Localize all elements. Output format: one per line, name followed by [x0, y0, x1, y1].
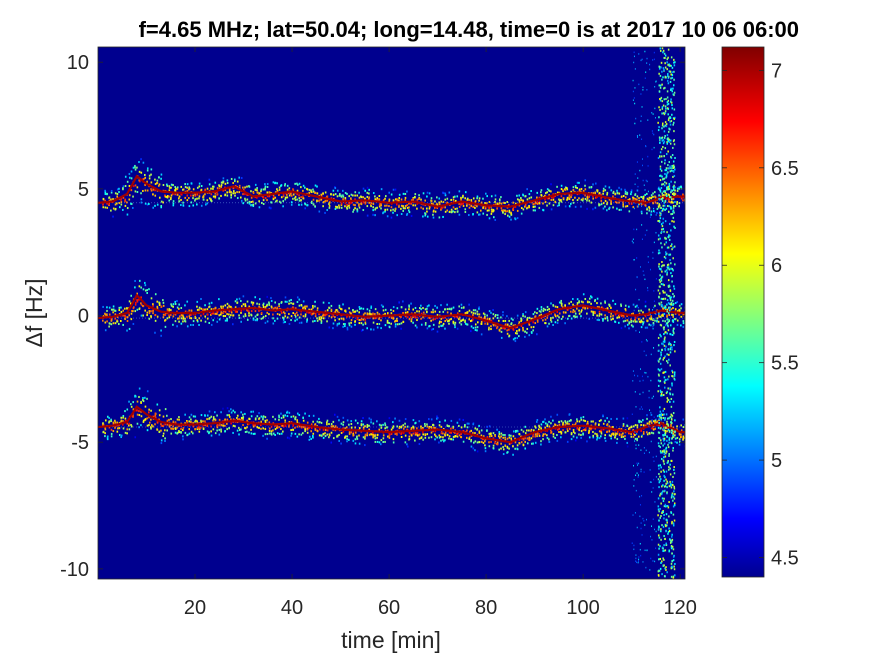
x-tick-label: 120: [663, 597, 696, 619]
colorbar: [721, 46, 765, 578]
y-tick-label: -5: [71, 432, 89, 454]
y-tick-label: 0: [78, 306, 89, 328]
trace-2-speckle: [98, 387, 685, 456]
y-tick-label: 5: [78, 179, 89, 201]
x-axis-label: time [min]: [341, 627, 441, 653]
colorbar-tick-label: 7: [771, 60, 782, 82]
trace-1-ridge: [98, 293, 685, 330]
colorbar-tick-label: 4.5: [771, 548, 799, 570]
chart-title: f=4.65 MHz; lat=50.04; long=14.48, time=…: [138, 17, 799, 42]
interference-band: [631, 47, 676, 579]
y-tick-label: 10: [67, 52, 89, 74]
x-tick-label: 80: [475, 597, 497, 619]
x-tick-label: 40: [281, 597, 303, 619]
trace-0-ridge: [98, 174, 685, 208]
y-tick-label: -10: [60, 559, 89, 581]
trace-1-speckle: [98, 279, 685, 343]
colorbar-tick-label: 5: [771, 450, 782, 472]
trace-0-speckle: [98, 158, 685, 221]
trace-2-ridge: [98, 405, 685, 444]
y-axis-label: Δf [Hz]: [21, 278, 47, 347]
colorbar-tick-label: 6.5: [771, 158, 799, 180]
x-tick-label: 20: [184, 597, 206, 619]
x-tick-label: 60: [378, 597, 400, 619]
colorbar-tick-label: 5.5: [771, 353, 799, 375]
x-tick-label: 100: [566, 597, 599, 619]
colorbar-tick-label: 6: [771, 255, 782, 277]
